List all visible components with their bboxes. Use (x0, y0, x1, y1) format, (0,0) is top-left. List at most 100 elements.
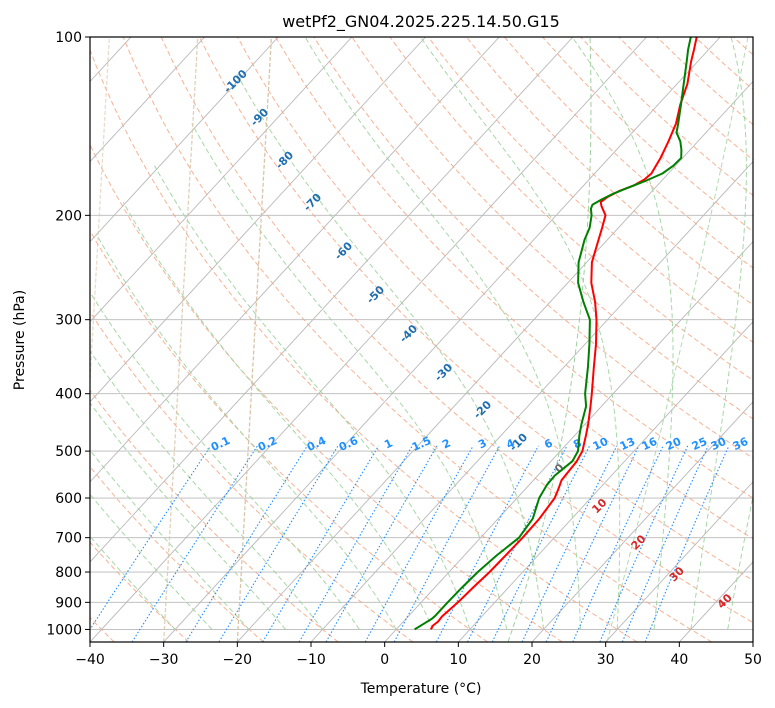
x-tick-label: 0 (380, 652, 389, 668)
moist-adiabat-line (90, 291, 360, 630)
y-tick-label: 600 (55, 491, 82, 507)
curved-guide-line (90, 37, 110, 392)
isotherm-line (90, 37, 205, 163)
dry-adiabat-line (275, 37, 753, 499)
dry-adiabat-line (90, 389, 339, 642)
moist-adiabat-line (122, 201, 434, 630)
curved-guide-line (606, 37, 749, 642)
moist-adiabat-line (571, 37, 674, 630)
isotherm-line (90, 37, 647, 642)
mixing-ratio-line (298, 445, 413, 642)
dry-adiabat-line (465, 37, 753, 306)
chart-title: wetPf2_GN04.2025.225.14.50.G15 (282, 12, 560, 32)
isotherm-line (237, 80, 753, 642)
x-tick-label: −40 (75, 652, 105, 668)
x-axis-ticks: −40 −30 −20 −10 0 10 20 30 40 50 (75, 642, 762, 668)
mixing-ratio-line (262, 445, 380, 642)
x-tick-label: 30 (597, 652, 615, 668)
x-tick-label: 20 (523, 652, 541, 668)
y-tick-label: 100 (55, 30, 82, 46)
mixing-ratio-line (599, 445, 689, 642)
dry-adiabat-line (90, 143, 563, 642)
x-tick-label: −20 (223, 652, 253, 668)
isotherm-line (752, 641, 753, 642)
temperature-profile-line (429, 37, 698, 630)
isotherm-line (531, 401, 753, 642)
mixing-ratio-line (131, 445, 258, 642)
isotherm-line (90, 37, 500, 483)
y-axis-ticks: 100 200 300 400 500 600 700 800 900 1000 (46, 30, 90, 638)
moist-adiabat-line (95, 233, 397, 630)
dry-adiabat-line (389, 37, 753, 381)
mixing-ratio-line (491, 445, 590, 642)
isotherm-line (90, 37, 426, 403)
dry-adiabat-line (90, 48, 638, 642)
dry-adiabat-line (160, 37, 753, 624)
isotherm-line (0, 37, 57, 642)
moist-adiabat-line (235, 72, 544, 630)
x-tick-label: −30 (149, 652, 179, 668)
mixing-ratio-line (90, 445, 212, 631)
curved-guide-lines (90, 37, 749, 642)
mixing-ratio-lines (90, 445, 730, 642)
mixing-ratio-label: 13 (618, 435, 637, 453)
mixing-ratio-line (521, 445, 618, 642)
y-axis-label: Pressure (hPa) (12, 290, 28, 390)
x-tick-label: 40 (670, 652, 688, 668)
x-tick-label: 10 (449, 652, 467, 668)
mixing-ratio-label: 20 (664, 435, 684, 453)
dewpoint-profile-line (414, 37, 692, 631)
isotherm-line (163, 37, 721, 642)
moist-adiabat-line (191, 123, 508, 630)
x-tick-label: 50 (744, 652, 762, 668)
mixing-ratio-label: 30 (709, 435, 729, 453)
plot-area (90, 37, 753, 642)
isotherm-line (90, 37, 279, 243)
dry-adiabat-line (198, 37, 753, 581)
mixing-ratio-line (644, 445, 730, 642)
mixing-ratio-line (185, 445, 308, 642)
mixing-ratio-line (545, 445, 640, 642)
isotherm-line (605, 481, 753, 642)
x-tick-label: −10 (296, 652, 326, 668)
dry-adiabat-line (313, 37, 753, 459)
y-tick-label: 800 (55, 565, 82, 581)
mixing-ratio-label: 36 (731, 435, 751, 453)
mixing-ratio-line (325, 445, 438, 642)
isotherm-lines (0, 37, 753, 642)
y-tick-label: 1000 (46, 622, 82, 638)
plot-inner: 0.1 0.2 0.4 0.6 1 1.5 2 3 4 6 8 10 13 16 20 25 30 36-100-… (0, 37, 775, 642)
mixing-ratio-label: 25 (690, 435, 709, 453)
moist-adiabat-line (90, 350, 323, 630)
isotherm-line (384, 240, 753, 642)
dry-adiabat-line (122, 37, 712, 642)
curved-guide-line (507, 37, 592, 642)
dry-adiabats (90, 37, 775, 642)
isotherm-line (458, 321, 753, 642)
moist-adiabat-line (420, 37, 621, 630)
mixing-ratio-line (364, 445, 474, 642)
mixing-ratio-label: 16 (640, 435, 660, 453)
plot-frame (89, 36, 754, 643)
dry-adiabat-line (771, 37, 775, 642)
moist-adiabat-line (154, 165, 471, 630)
y-tick-label: 200 (55, 208, 82, 224)
curved-guide-line (236, 37, 273, 642)
y-tick-label: 500 (55, 444, 82, 460)
mixing-ratio-line (621, 445, 709, 642)
curved-guide-line (163, 37, 199, 642)
dry-adiabat-line (90, 311, 414, 642)
moist-adiabat-line (90, 493, 213, 630)
y-tick-label: 300 (55, 313, 82, 329)
isotherm-line (90, 37, 574, 563)
y-tick-label: 700 (55, 531, 82, 547)
moist-adiabat-line (90, 449, 250, 630)
x-axis-label: Temperature (°C) (360, 681, 482, 697)
profile-lines (414, 37, 698, 631)
dry-adiabat-line (237, 37, 753, 540)
moist-adiabat-line (727, 494, 753, 630)
moist-adiabat-line (90, 402, 287, 630)
mixing-ratio-label: 10 (591, 435, 611, 453)
y-tick-label: 900 (55, 595, 82, 611)
